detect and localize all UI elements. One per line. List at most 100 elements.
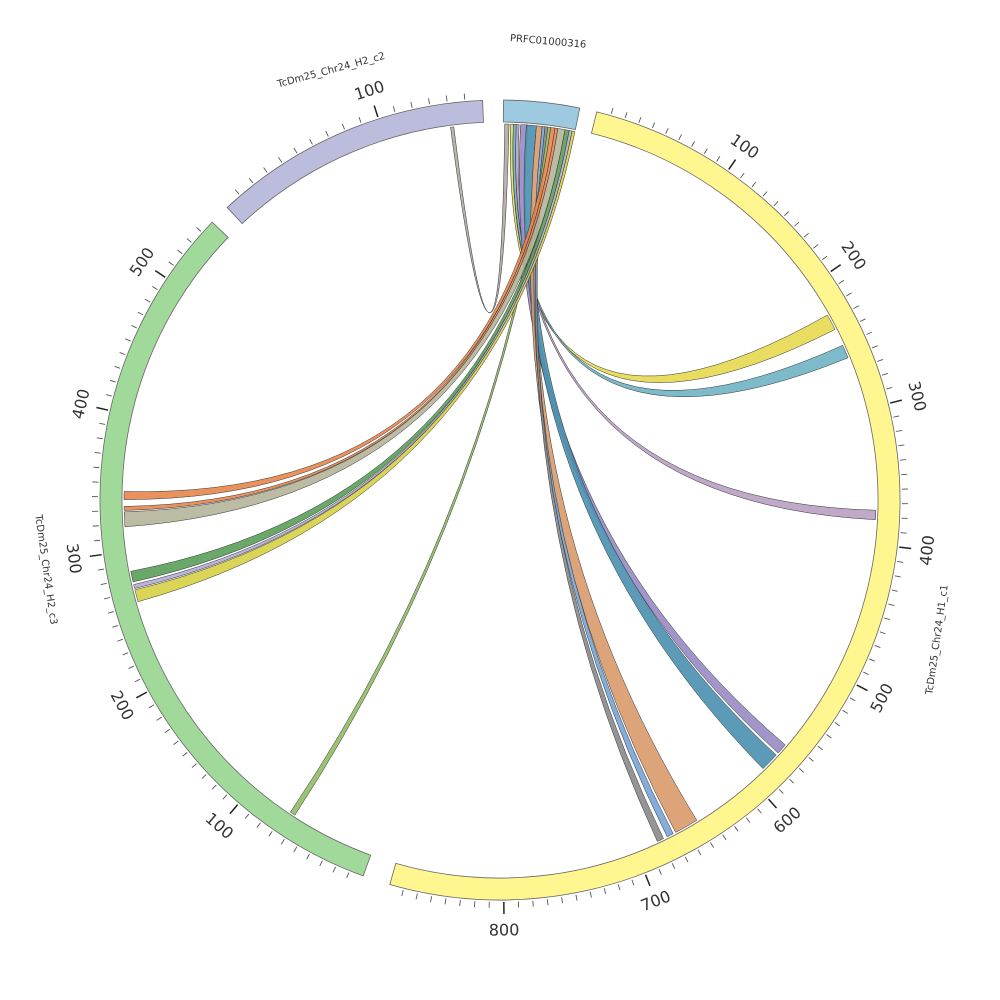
minor-tick bbox=[191, 763, 197, 768]
minor-tick bbox=[156, 716, 162, 721]
minor-tick bbox=[817, 745, 823, 751]
major-tick bbox=[644, 874, 651, 887]
minor-tick bbox=[119, 352, 126, 356]
minor-tick bbox=[107, 611, 114, 614]
minor-tick bbox=[853, 305, 860, 309]
link-ribbon bbox=[450, 123, 510, 313]
minor-tick bbox=[182, 752, 188, 757]
major-tick bbox=[89, 553, 102, 558]
minor-tick bbox=[546, 899, 549, 906]
minor-tick bbox=[99, 422, 106, 425]
minor-tick bbox=[94, 539, 101, 542]
minor-tick bbox=[293, 147, 298, 154]
minor-tick bbox=[100, 582, 107, 586]
minor-tick bbox=[445, 95, 448, 102]
minor-tick bbox=[859, 318, 866, 322]
minor-tick bbox=[346, 872, 350, 879]
tick-label-c3: 400 bbox=[68, 387, 93, 421]
minor-tick bbox=[745, 817, 751, 823]
tick-label-c1: 300 bbox=[904, 379, 930, 413]
minor-tick bbox=[898, 444, 905, 447]
minor-tick bbox=[256, 822, 261, 828]
minor-tick bbox=[430, 896, 433, 903]
minor-tick bbox=[109, 379, 116, 383]
link-ribbon bbox=[123, 128, 566, 528]
minor-tick bbox=[866, 331, 873, 336]
minor-tick bbox=[196, 227, 202, 232]
segment-c1 bbox=[389, 111, 901, 901]
minor-tick bbox=[244, 813, 250, 819]
minor-tick bbox=[463, 93, 466, 100]
minor-tick bbox=[392, 106, 396, 113]
minor-tick bbox=[168, 261, 174, 266]
minor-tick bbox=[803, 232, 809, 238]
minor-tick bbox=[894, 575, 901, 578]
minor-tick bbox=[773, 201, 779, 207]
minor-tick bbox=[96, 437, 103, 440]
major-tick bbox=[96, 406, 109, 411]
minor-tick bbox=[137, 311, 144, 316]
minor-tick bbox=[778, 788, 784, 794]
tick-label-c1: 200 bbox=[837, 238, 870, 274]
minor-tick bbox=[881, 372, 888, 376]
segment-label-c3: TcDm25_Chr24_H2_c3 bbox=[32, 513, 58, 625]
minor-tick bbox=[201, 774, 207, 779]
links-layer bbox=[123, 123, 877, 842]
minor-tick bbox=[849, 697, 856, 702]
minor-tick bbox=[428, 98, 430, 105]
minor-tick bbox=[401, 890, 404, 897]
minor-tick bbox=[789, 778, 795, 784]
major-tick bbox=[767, 798, 778, 809]
tick-label-c1: 600 bbox=[770, 803, 805, 838]
tick-label-c3: 100 bbox=[202, 809, 238, 843]
minor-tick bbox=[280, 839, 285, 845]
minor-tick bbox=[703, 148, 708, 155]
minor-tick bbox=[794, 221, 800, 227]
minor-tick bbox=[846, 292, 852, 297]
minor-tick bbox=[144, 298, 151, 303]
minor-tick bbox=[826, 734, 832, 739]
minor-tick bbox=[222, 794, 228, 800]
minor-tick bbox=[651, 122, 656, 129]
major-tick bbox=[856, 684, 868, 692]
tick-label-c1: 100 bbox=[727, 130, 763, 163]
minor-tick bbox=[444, 898, 447, 905]
minor-tick bbox=[589, 891, 592, 898]
minor-tick bbox=[410, 101, 413, 108]
minor-tick bbox=[658, 869, 662, 875]
minor-tick bbox=[268, 831, 273, 837]
minor-tick bbox=[105, 394, 112, 397]
minor-tick bbox=[459, 899, 461, 907]
minor-tick bbox=[869, 658, 875, 662]
tick-label-c2: 100 bbox=[352, 77, 387, 104]
minor-tick bbox=[863, 671, 869, 676]
minor-tick bbox=[152, 286, 158, 290]
link-ribbon bbox=[134, 130, 576, 603]
minor-tick bbox=[684, 856, 689, 863]
minor-tick bbox=[871, 345, 878, 349]
link-ribbon bbox=[523, 124, 777, 770]
minor-tick bbox=[671, 863, 676, 869]
tick-label-c3: 500 bbox=[126, 244, 159, 280]
tick-label-c3: 300 bbox=[63, 542, 86, 575]
minor-tick bbox=[603, 888, 607, 895]
minor-tick bbox=[332, 866, 336, 873]
minor-tick bbox=[415, 893, 418, 900]
minor-tick bbox=[134, 678, 141, 683]
minor-tick bbox=[813, 244, 819, 249]
tick-label-c1: 500 bbox=[866, 680, 897, 716]
minor-tick bbox=[341, 123, 345, 130]
minor-tick bbox=[177, 249, 183, 255]
minor-tick bbox=[897, 561, 904, 563]
link-ribbon bbox=[518, 124, 786, 754]
minor-tick bbox=[164, 728, 171, 734]
link-ribbon bbox=[123, 127, 556, 500]
minor-tick bbox=[358, 116, 362, 123]
minor-tick bbox=[751, 181, 757, 188]
tick-label-c1: 400 bbox=[916, 534, 938, 567]
minor-tick bbox=[888, 603, 895, 607]
minor-tick bbox=[893, 415, 900, 418]
minor-tick bbox=[757, 808, 762, 814]
minor-tick bbox=[874, 644, 881, 648]
